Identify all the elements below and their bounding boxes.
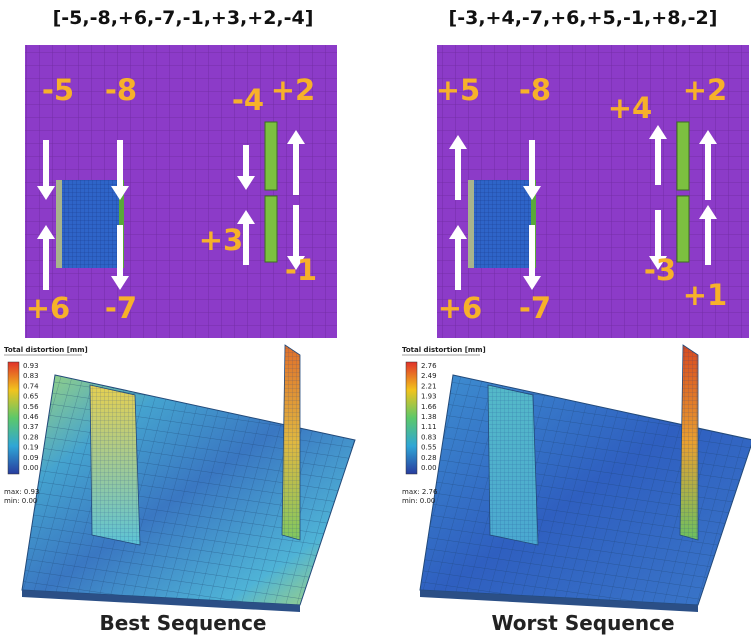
legend-min: min: 0.00 bbox=[4, 497, 37, 505]
colorbar-label: 0.93 bbox=[23, 362, 39, 370]
legend-max: max: 2.76 bbox=[402, 488, 438, 496]
colorbar-label: 0.09 bbox=[23, 454, 39, 462]
colorbar-label: 2.76 bbox=[421, 362, 437, 370]
wall-right-mesh bbox=[680, 345, 698, 540]
weld-strip bbox=[468, 180, 474, 268]
rib-bottom bbox=[264, 195, 278, 263]
colorbar-label: 0.65 bbox=[23, 393, 39, 401]
rib-top bbox=[264, 121, 278, 191]
rib-top bbox=[676, 121, 690, 191]
stiffener-block-mesh bbox=[473, 180, 533, 268]
colorbar-label: 0.37 bbox=[23, 423, 39, 431]
weld-label: +5 bbox=[436, 73, 480, 107]
weld-label: +6 bbox=[438, 291, 482, 325]
weld-strip bbox=[531, 180, 536, 268]
colorbar-label: 2.49 bbox=[421, 372, 437, 380]
weld-label: -5 bbox=[42, 73, 74, 107]
colorbar bbox=[7, 361, 20, 475]
legend-min: min: 0.00 bbox=[402, 497, 435, 505]
arrow-head bbox=[649, 256, 667, 270]
colorbar-label: 1.11 bbox=[421, 423, 437, 431]
arrow-head bbox=[523, 186, 541, 200]
arrow-head bbox=[287, 256, 305, 270]
arrow-head bbox=[699, 205, 717, 219]
caption: Worst Sequence bbox=[491, 611, 674, 635]
colorbar-label: 0.56 bbox=[23, 403, 39, 411]
arrow-head bbox=[237, 176, 255, 190]
colorbar-label: 1.93 bbox=[421, 393, 437, 401]
weld-label: +4 bbox=[608, 91, 652, 125]
arrow-head bbox=[111, 276, 129, 290]
arrow-head bbox=[449, 135, 467, 149]
colorbar-label: 0.83 bbox=[23, 372, 39, 380]
weld-label: +2 bbox=[271, 73, 315, 107]
colorbar-label: 1.66 bbox=[421, 403, 437, 411]
rib-bottom bbox=[676, 195, 690, 263]
sequence-title: [-5,-8,+6,-7,-1,+3,+2,-4] bbox=[53, 7, 314, 29]
arrow-head bbox=[699, 130, 717, 144]
arrow-head bbox=[649, 125, 667, 139]
weld-label: -7 bbox=[519, 291, 551, 325]
arrow-head bbox=[111, 186, 129, 200]
legend-title: Total distortion [mm] bbox=[402, 346, 486, 354]
plate-3d-mesh bbox=[22, 375, 355, 605]
arrow-head bbox=[449, 225, 467, 239]
arrow-head bbox=[287, 130, 305, 144]
wall-left-mesh bbox=[90, 385, 140, 545]
arrow-head bbox=[237, 210, 255, 224]
plate-3d-edge bbox=[22, 590, 300, 612]
legend-title: Total distortion [mm] bbox=[4, 346, 88, 354]
weld-label: -1 bbox=[285, 253, 317, 287]
colorbar-label: 0.74 bbox=[23, 382, 39, 390]
colorbar-label: 1.38 bbox=[421, 413, 437, 421]
colorbar bbox=[405, 361, 418, 475]
plate-3d-mesh bbox=[420, 375, 751, 605]
arrow-head bbox=[523, 276, 541, 290]
legend-max: max: 0.93 bbox=[4, 488, 39, 496]
colorbar-label: 2.21 bbox=[421, 382, 437, 390]
colorbar-label: 0.46 bbox=[23, 413, 39, 421]
weld-label: -8 bbox=[105, 73, 137, 107]
colorbar-label: 0.00 bbox=[23, 464, 39, 472]
weld-label: -3 bbox=[644, 253, 676, 287]
colorbar-label: 0.19 bbox=[23, 444, 39, 452]
panel: [-5,-8,+6,-7,-1,+3,+2,-4] -5 -8 -4 +2 +3 -1 +6 -… bbox=[4, 7, 356, 635]
weld-label: -7 bbox=[105, 291, 137, 325]
panel: [-3,+4,-7,+6,+5,-1,+8,-2] +5 -8 +4 +2 -3+1 +6 -… bbox=[402, 7, 751, 635]
caption: Best Sequence bbox=[100, 611, 267, 635]
plate-3d-edge bbox=[420, 590, 698, 612]
weld-label: +1 bbox=[683, 278, 727, 312]
weld-label: -4 bbox=[232, 83, 264, 117]
colorbar-label: 0.83 bbox=[421, 433, 437, 441]
colorbar-label: 0.28 bbox=[23, 433, 39, 441]
wall-right-mesh bbox=[282, 345, 300, 540]
weld-strip bbox=[119, 180, 124, 268]
colorbar-label: 0.55 bbox=[421, 444, 437, 452]
weld-label: +6 bbox=[26, 291, 70, 325]
arrow-head bbox=[37, 186, 55, 200]
weld-strip bbox=[56, 180, 62, 268]
sequence-title: [-3,+4,-7,+6,+5,-1,+8,-2] bbox=[449, 7, 718, 29]
colorbar-label: 0.28 bbox=[421, 454, 437, 462]
stiffener-block-mesh bbox=[61, 180, 121, 268]
weld-label: +3 bbox=[199, 223, 243, 257]
wall-left-mesh bbox=[488, 385, 538, 545]
weld-label: -8 bbox=[519, 73, 551, 107]
weld-label: +2 bbox=[683, 73, 727, 107]
colorbar-label: 0.00 bbox=[421, 464, 437, 472]
arrow-head bbox=[37, 225, 55, 239]
